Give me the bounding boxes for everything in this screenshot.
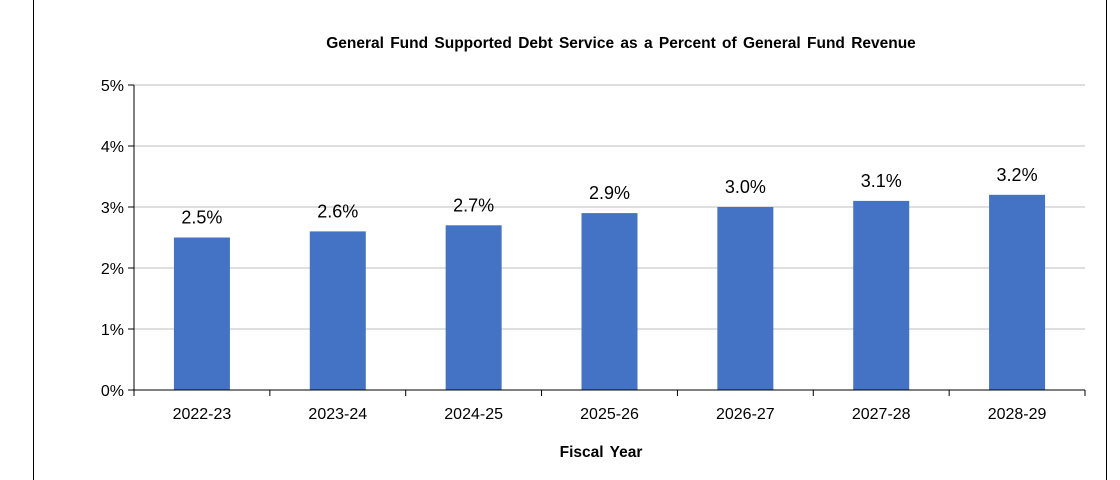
- data-label: 3.2%: [997, 165, 1038, 185]
- x-tick-label: 2028-29: [988, 406, 1047, 423]
- data-label: 2.5%: [181, 208, 222, 228]
- y-tick-label: 1%: [101, 322, 124, 339]
- bar: [853, 200, 910, 390]
- y-tick-label: 2%: [101, 261, 124, 278]
- data-label: 3.1%: [861, 171, 902, 191]
- chart-svg: General Fund Supported Debt Service as a…: [101, 35, 1086, 461]
- data-label: 2.7%: [453, 195, 494, 215]
- gridlines: [134, 84, 1085, 330]
- data-label: 2.6%: [317, 201, 358, 221]
- x-tick-label: 2022-23: [173, 406, 232, 423]
- y-tick-label: 5%: [101, 78, 124, 95]
- bar: [309, 231, 366, 390]
- y-tick-labels: 0% 1% 2% 3% 4% 5%: [101, 78, 124, 400]
- bar: [989, 194, 1046, 390]
- x-axis-label: Fiscal Year: [560, 444, 643, 461]
- y-tick-label: 4%: [101, 139, 124, 156]
- y-tick-label: 3%: [101, 200, 124, 217]
- bars: [173, 194, 1046, 390]
- data-label: 2.9%: [589, 183, 630, 203]
- x-tick-label: 2027-28: [852, 406, 911, 423]
- data-labels: 2.5% 2.6% 2.7% 2.9% 3.0% 3.1% 3.2%: [181, 165, 1037, 228]
- x-tick-label: 2025-26: [580, 406, 639, 423]
- bar: [445, 225, 502, 390]
- chart-title: General Fund Supported Debt Service as a…: [326, 35, 916, 52]
- y-tick-label: 0%: [101, 383, 124, 400]
- data-label: 3.0%: [725, 177, 766, 197]
- x-tick-label: 2024-25: [444, 406, 503, 423]
- bar: [173, 237, 230, 390]
- x-tick-label: 2023-24: [308, 406, 367, 423]
- bar: [581, 213, 638, 390]
- x-tick-label: 2026-27: [716, 406, 775, 423]
- chart-frame: General Fund Supported Debt Service as a…: [33, 0, 1107, 480]
- bar: [717, 207, 774, 390]
- x-tick-labels: 2022-23 2023-24 2024-25 2025-26 2026-27 2027-…: [173, 406, 1047, 423]
- axes: [128, 84, 1086, 396]
